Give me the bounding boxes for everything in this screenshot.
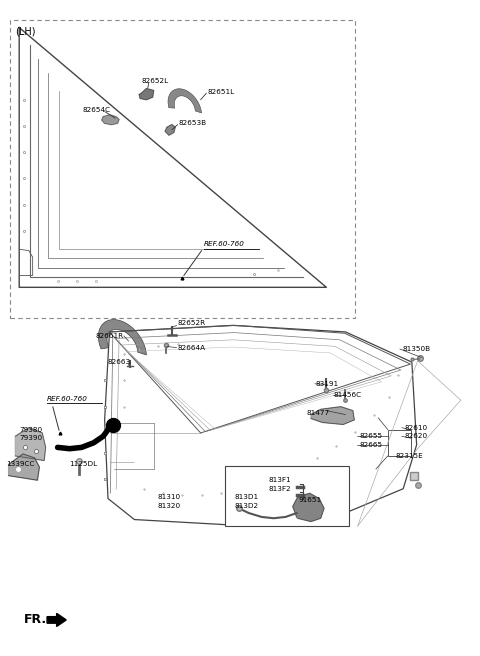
- Text: 813F2: 813F2: [269, 485, 291, 492]
- Text: 82661R: 82661R: [96, 333, 124, 339]
- Text: 82652R: 82652R: [178, 319, 206, 326]
- Polygon shape: [165, 125, 175, 135]
- Polygon shape: [9, 454, 39, 480]
- PathPatch shape: [98, 319, 146, 355]
- Text: REF.60-760: REF.60-760: [47, 396, 88, 402]
- Text: 82315E: 82315E: [396, 453, 424, 459]
- Text: (LH): (LH): [15, 26, 36, 36]
- Text: 81456C: 81456C: [334, 392, 362, 398]
- Text: 82652L: 82652L: [142, 78, 169, 85]
- Text: 82663: 82663: [108, 359, 131, 365]
- Text: 83191: 83191: [316, 380, 339, 387]
- Bar: [10, 20, 355, 318]
- Text: 1125DL: 1125DL: [70, 461, 98, 468]
- Text: 82653B: 82653B: [179, 120, 207, 127]
- PathPatch shape: [168, 89, 202, 113]
- Polygon shape: [102, 115, 119, 125]
- Text: 813D2: 813D2: [234, 503, 258, 510]
- Text: 81350B: 81350B: [402, 346, 431, 352]
- Polygon shape: [15, 428, 46, 461]
- Text: 82654C: 82654C: [83, 107, 111, 113]
- Text: 82655: 82655: [359, 433, 382, 440]
- Polygon shape: [139, 89, 154, 100]
- Polygon shape: [47, 613, 66, 626]
- Text: 82651L: 82651L: [207, 89, 235, 95]
- Text: 813F1: 813F1: [269, 477, 291, 483]
- Text: 81320: 81320: [157, 503, 180, 510]
- Text: FR.: FR.: [24, 613, 47, 626]
- Text: 82665: 82665: [359, 441, 382, 448]
- Text: REF.60-760: REF.60-760: [204, 241, 245, 247]
- Bar: [225, 466, 349, 526]
- Text: 81310: 81310: [157, 494, 180, 501]
- Text: 82620: 82620: [404, 433, 427, 440]
- Text: 813D1: 813D1: [234, 494, 258, 501]
- Text: 82664A: 82664A: [178, 344, 206, 351]
- Polygon shape: [311, 407, 354, 424]
- Polygon shape: [293, 493, 324, 522]
- Bar: [388, 430, 411, 456]
- Text: 79380: 79380: [19, 426, 42, 433]
- Text: 79390: 79390: [19, 435, 42, 441]
- Text: 82610: 82610: [404, 424, 427, 431]
- Text: 91651: 91651: [299, 497, 322, 503]
- Text: 81477: 81477: [306, 410, 329, 417]
- Text: 1339CC: 1339CC: [6, 461, 34, 468]
